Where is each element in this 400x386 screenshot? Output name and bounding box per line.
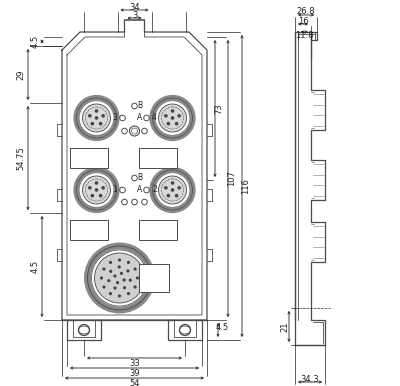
Circle shape	[158, 176, 186, 204]
Circle shape	[107, 279, 110, 282]
Circle shape	[175, 122, 178, 125]
Circle shape	[102, 267, 106, 271]
Text: 34.3: 34.3	[301, 374, 319, 384]
Text: 4.5: 4.5	[216, 323, 228, 332]
Circle shape	[95, 116, 98, 120]
Text: 3: 3	[112, 113, 117, 122]
Circle shape	[118, 258, 121, 262]
Text: 54.75: 54.75	[16, 146, 26, 170]
Circle shape	[177, 186, 181, 190]
Circle shape	[109, 292, 112, 295]
Circle shape	[134, 285, 137, 289]
Circle shape	[99, 122, 102, 125]
Circle shape	[177, 114, 181, 118]
Circle shape	[102, 285, 106, 289]
Bar	[138, 148, 176, 168]
Text: 21: 21	[280, 321, 290, 332]
Circle shape	[120, 272, 123, 275]
Circle shape	[123, 286, 126, 290]
Circle shape	[127, 292, 130, 295]
Circle shape	[95, 181, 98, 185]
Text: A: A	[137, 113, 142, 122]
Circle shape	[134, 267, 137, 271]
Bar	[138, 264, 168, 292]
Bar	[138, 220, 176, 240]
Circle shape	[101, 114, 105, 118]
Text: 26.8: 26.8	[297, 7, 315, 17]
Text: 116: 116	[242, 178, 250, 194]
Circle shape	[166, 194, 170, 198]
Circle shape	[95, 109, 98, 113]
Circle shape	[118, 266, 121, 269]
Text: 54: 54	[129, 379, 140, 386]
Text: 3: 3	[132, 12, 137, 20]
Circle shape	[109, 270, 112, 273]
Text: 11.8: 11.8	[295, 32, 314, 41]
Circle shape	[126, 269, 130, 273]
Circle shape	[136, 276, 139, 279]
Circle shape	[171, 188, 174, 192]
Text: A: A	[137, 186, 142, 195]
Text: 39: 39	[129, 369, 140, 378]
Circle shape	[175, 194, 178, 198]
Circle shape	[129, 279, 132, 282]
Circle shape	[118, 295, 121, 298]
Text: B: B	[137, 173, 142, 181]
Text: 73: 73	[214, 103, 224, 114]
Text: 4: 4	[152, 113, 157, 122]
Circle shape	[99, 194, 102, 198]
Circle shape	[171, 181, 174, 185]
Text: 29: 29	[16, 69, 26, 80]
Circle shape	[95, 188, 98, 192]
Circle shape	[82, 176, 110, 204]
Circle shape	[164, 114, 168, 118]
Circle shape	[109, 261, 112, 264]
Circle shape	[171, 116, 174, 120]
Circle shape	[94, 253, 144, 303]
Circle shape	[158, 104, 186, 132]
Text: B: B	[137, 100, 142, 110]
Circle shape	[127, 261, 130, 264]
Circle shape	[88, 114, 92, 118]
Text: 4.5: 4.5	[30, 34, 40, 47]
Text: 16: 16	[298, 17, 308, 27]
Text: 33: 33	[129, 359, 140, 367]
Circle shape	[113, 286, 116, 290]
Circle shape	[88, 186, 92, 190]
Bar	[70, 220, 108, 240]
Circle shape	[122, 278, 126, 281]
Circle shape	[101, 186, 105, 190]
Circle shape	[116, 281, 119, 284]
Circle shape	[100, 276, 103, 279]
Text: 34: 34	[129, 3, 140, 12]
Circle shape	[113, 274, 116, 278]
Circle shape	[82, 104, 110, 132]
Text: 107: 107	[228, 171, 236, 186]
Text: 1: 1	[112, 186, 117, 195]
Circle shape	[90, 122, 94, 125]
Circle shape	[166, 122, 170, 125]
Circle shape	[171, 109, 174, 113]
Circle shape	[90, 194, 94, 198]
Bar	[70, 148, 108, 168]
Text: 2: 2	[152, 186, 157, 195]
Text: 4.5: 4.5	[30, 260, 40, 273]
Circle shape	[164, 186, 168, 190]
